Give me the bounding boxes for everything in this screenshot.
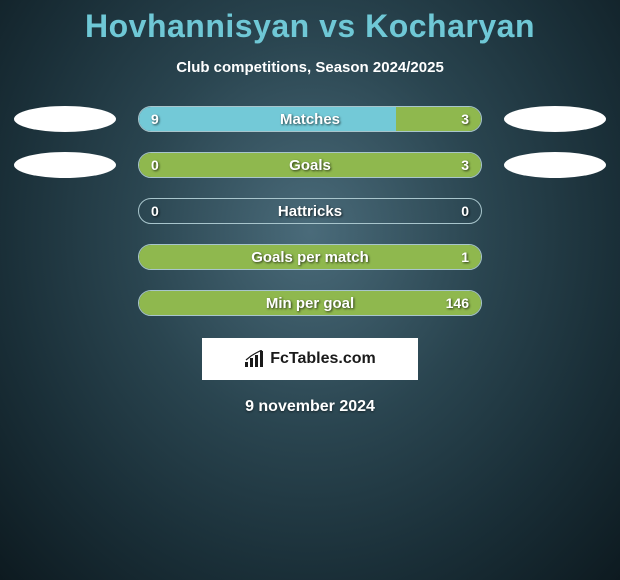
stat-row: 93Matches bbox=[0, 106, 620, 132]
stat-label: Hattricks bbox=[278, 203, 342, 220]
comparison-container: Hovhannisyan vs Kocharyan Club competiti… bbox=[0, 0, 620, 580]
stat-left-value: 0 bbox=[151, 153, 159, 177]
stat-bar: 0 0 Hattricks bbox=[138, 198, 482, 224]
stat-bar: 03Goals bbox=[138, 152, 482, 178]
stat-right-value: 3 bbox=[461, 107, 469, 131]
stat-bar-right-fill bbox=[139, 245, 481, 269]
stat-bar-right-fill bbox=[139, 153, 481, 177]
stat-row: 146Min per goal bbox=[0, 290, 620, 316]
stat-right-value: 3 bbox=[461, 153, 469, 177]
stat-row: 0 0 Hattricks bbox=[0, 198, 620, 224]
stat-left-value: 9 bbox=[151, 107, 159, 131]
player-right-marker bbox=[504, 106, 606, 132]
stat-bar-left-fill bbox=[139, 107, 396, 131]
stat-bar: 93Matches bbox=[138, 106, 482, 132]
stat-bar: 1Goals per match bbox=[138, 244, 482, 270]
stat-right-value: 146 bbox=[446, 291, 469, 315]
stat-right-value: 0 bbox=[461, 199, 469, 223]
stat-left-value: 0 bbox=[151, 199, 159, 223]
player-left-marker bbox=[14, 106, 116, 132]
brand-text: FcTables.com bbox=[270, 350, 376, 368]
stat-label-wrap: Hattricks bbox=[139, 199, 481, 223]
brand-chart-icon bbox=[244, 350, 266, 368]
page-subtitle: Club competitions, Season 2024/2025 bbox=[176, 59, 444, 76]
stat-right-value: 1 bbox=[461, 245, 469, 269]
stat-bar-right-fill bbox=[139, 291, 481, 315]
player-right-marker bbox=[504, 152, 606, 178]
stat-bar: 146Min per goal bbox=[138, 290, 482, 316]
stat-row: 1Goals per match bbox=[0, 244, 620, 270]
stats-list: 93Matches03Goals00Hattricks1Goals per ma… bbox=[0, 106, 620, 316]
page-title: Hovhannisyan vs Kocharyan bbox=[85, 8, 535, 45]
player-left-marker bbox=[14, 152, 116, 178]
stat-row: 03Goals bbox=[0, 152, 620, 178]
brand-box: FcTables.com bbox=[202, 338, 418, 380]
date-label: 9 november 2024 bbox=[245, 398, 375, 416]
